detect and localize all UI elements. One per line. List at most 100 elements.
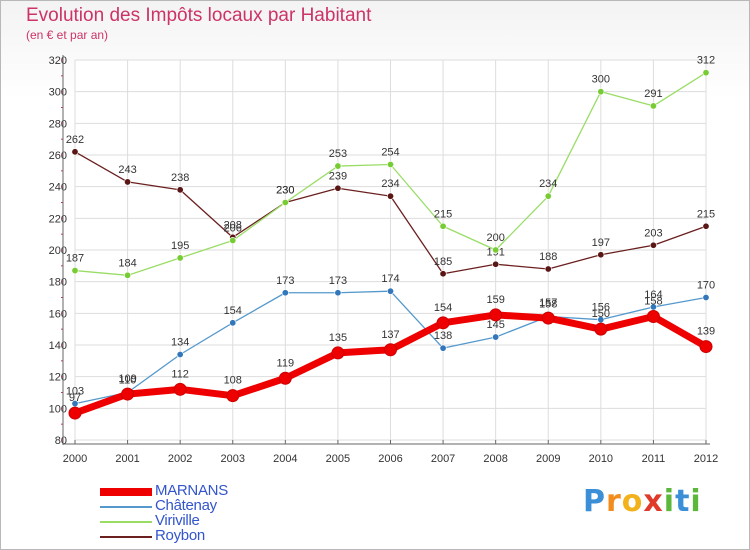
data-label: 215 [434, 208, 452, 220]
data-label: 97 [69, 392, 81, 404]
data-point [492, 246, 500, 254]
y-tick-label: 240 [49, 182, 67, 194]
data-label: 254 [381, 147, 399, 159]
data-point [386, 287, 394, 295]
chart-subtitle: (en € et par an) [26, 28, 109, 42]
data-point [334, 289, 342, 297]
legend-item-viriville: Viriville [100, 512, 300, 529]
data-point [597, 88, 605, 96]
data-point [124, 178, 132, 186]
data-point [492, 333, 500, 341]
data-label: 145 [486, 319, 504, 331]
data-point [121, 387, 135, 401]
legend-label-marnans: MARNANS [155, 482, 228, 499]
y-tick-label: 220 [49, 213, 67, 225]
logo-letter: x [643, 484, 664, 519]
legend-swatch-viriville [100, 521, 152, 523]
data-label: 200 [486, 232, 504, 244]
data-label: 134 [171, 337, 189, 349]
legend-swatch-chatenay [100, 506, 152, 508]
data-point [646, 310, 660, 323]
legend-label-viriville: Viriville [155, 512, 200, 529]
data-point [594, 322, 608, 336]
data-point [281, 289, 289, 297]
data-label: 156 [592, 302, 610, 314]
data-point [278, 371, 292, 385]
data-label: 239 [329, 170, 347, 182]
data-point [699, 340, 713, 354]
data-point [331, 346, 345, 360]
data-label: 164 [644, 289, 662, 301]
data-point [489, 308, 503, 322]
data-label: 173 [276, 275, 294, 287]
data-label: 157 [539, 297, 557, 309]
data-point [649, 102, 657, 110]
x-tick-label: 2006 [378, 453, 402, 465]
y-tick-label: 280 [49, 118, 67, 130]
data-label: 159 [486, 294, 504, 306]
data-point [436, 316, 450, 330]
data-point [176, 186, 184, 194]
data-point [492, 260, 500, 268]
data-point [176, 254, 184, 262]
data-point [597, 251, 605, 259]
data-point [702, 293, 710, 301]
data-label: 119 [277, 357, 295, 369]
legend-item-chatenay: Châtenay [100, 497, 300, 514]
data-label: 103 [66, 386, 84, 398]
data-point [439, 270, 447, 278]
data-label: 230 [276, 185, 294, 197]
y-tick-label: 100 [49, 403, 67, 415]
data-label: 195 [171, 240, 189, 252]
x-tick-label: 2010 [589, 453, 613, 465]
data-point [334, 184, 342, 192]
x-tick-label: 2000 [63, 453, 87, 465]
data-label: 291 [644, 88, 662, 100]
data-label: 154 [224, 305, 242, 317]
x-tick-label: 2003 [221, 453, 245, 465]
data-point [386, 161, 394, 169]
y-tick-label: 260 [49, 150, 67, 162]
data-point [173, 382, 187, 396]
data-label: 110 [119, 375, 137, 387]
data-label: 188 [539, 251, 557, 263]
data-point [229, 319, 237, 327]
data-point [68, 406, 82, 420]
data-label: 137 [381, 329, 399, 341]
data-point [702, 222, 710, 230]
data-label: 208 [224, 219, 242, 231]
data-label: 138 [434, 330, 452, 342]
data-label: 170 [697, 280, 715, 292]
logo-letter: i [690, 484, 702, 519]
x-tick-label: 2002 [168, 453, 192, 465]
data-label: 173 [329, 275, 347, 287]
x-tick-label: 2007 [431, 453, 455, 465]
data-label: 253 [329, 148, 347, 160]
y-tick-label: 120 [49, 372, 67, 384]
data-label: 203 [644, 227, 662, 239]
logo-letter: P [583, 484, 606, 519]
data-label: 108 [224, 375, 242, 387]
data-label: 158 [539, 299, 557, 311]
data-label: 184 [118, 257, 136, 269]
y-tick-label: 180 [49, 277, 67, 289]
data-point [71, 267, 79, 275]
y-tick-label: 140 [49, 340, 67, 352]
data-point [544, 192, 552, 200]
data-label: 234 [539, 178, 557, 190]
data-label: 197 [592, 237, 610, 249]
logo-letter: t [675, 484, 691, 519]
legend-swatch-roybon [100, 536, 152, 538]
data-label: 187 [66, 253, 84, 265]
data-label: 109 [118, 373, 136, 385]
data-point [649, 241, 657, 249]
data-label: 243 [118, 164, 136, 176]
proxiti-logo: Proxiti [583, 484, 702, 519]
y-tick-label: 300 [49, 87, 67, 99]
y-tick-label: 160 [49, 308, 67, 320]
data-label: 174 [381, 273, 399, 285]
logo-letter: i [663, 484, 676, 519]
chart-title: Evolution des Impôts locaux par Habitant [26, 5, 372, 26]
y-tick-label: 200 [49, 245, 67, 257]
data-label: 230 [276, 185, 294, 197]
